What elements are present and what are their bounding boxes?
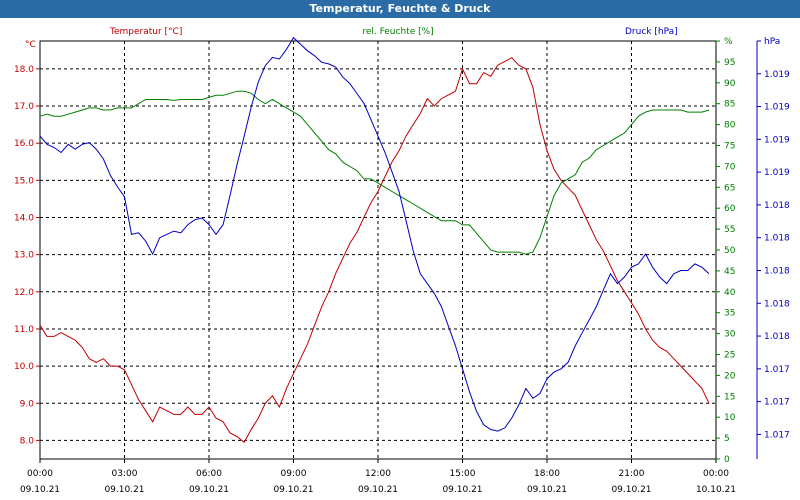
temperature-tick-label: 13.0 <box>14 251 34 261</box>
x-tick-time: 00:00 <box>703 469 729 479</box>
pressure-tick-label: 1.019 <box>764 103 790 113</box>
pressure-tick-label: 1.018 <box>764 234 790 244</box>
humidity-tick-label: 70 <box>724 162 736 172</box>
x-tick-date: 09.10.21 <box>358 485 398 495</box>
temperature-tick-label: 17.0 <box>14 102 34 112</box>
pressure-tick-label: 1.017 <box>764 398 790 408</box>
temperature-tick-label: 16.0 <box>14 139 34 149</box>
humidity-tick-label: 85 <box>724 100 735 110</box>
humidity-tick-label: 45 <box>724 267 735 277</box>
temperature-tick-label: 9.0 <box>20 399 35 409</box>
x-tick-time: 00:00 <box>27 469 53 479</box>
humidity-tick-label: 55 <box>724 225 735 235</box>
x-tick-time: 21:00 <box>619 469 645 479</box>
humidity-series-line <box>39 90 710 255</box>
x-tick-date: 09.10.21 <box>273 485 313 495</box>
humidity-tick-label: 80 <box>724 121 736 131</box>
temperature-unit-label: °C <box>25 40 36 50</box>
temperature-tick-label: 18.0 <box>14 65 34 75</box>
temperature-tick-label: 12.0 <box>14 288 34 298</box>
humidity-tick-label: 15 <box>724 392 735 402</box>
humidity-tick-label: 0 <box>724 455 730 465</box>
pressure-tick-label: 1.018 <box>764 201 790 211</box>
humidity-tick-label: 5 <box>724 434 730 444</box>
temperature-tick-label: 8.0 <box>20 436 35 446</box>
temperature-tick-label: 10.0 <box>14 362 34 372</box>
temperature-series-line <box>39 57 710 444</box>
humidity-tick-label: 30 <box>724 330 736 340</box>
humidity-tick-label: 10 <box>724 413 736 423</box>
humidity-tick-label: 90 <box>724 79 736 89</box>
x-tick-date: 10.10.21 <box>696 485 736 495</box>
temperature-tick-label: 11.0 <box>14 325 34 335</box>
x-tick-time: 06:00 <box>196 469 222 479</box>
pressure-series-line <box>39 36 710 432</box>
humidity-axis-label: rel. Feuchte [%] <box>362 27 433 37</box>
pressure-axis-label: Druck [hPa] <box>625 27 678 37</box>
pressure-tick-label: 1.018 <box>764 266 790 276</box>
x-tick-date: 09.10.21 <box>20 485 60 495</box>
x-tick-time: 03:00 <box>112 469 138 479</box>
humidity-tick-label: 75 <box>724 142 735 152</box>
humidity-tick-label: 60 <box>724 204 736 214</box>
humidity-tick-label: 50 <box>724 246 736 256</box>
pressure-tick-label: 1.018 <box>764 299 790 309</box>
pressure-tick-label: 1.019 <box>764 70 790 80</box>
temperature-axis-label: Temperatur [°C] <box>109 27 182 37</box>
pressure-tick-label: 1.019 <box>764 168 790 178</box>
x-tick-time: 09:00 <box>281 469 307 479</box>
pressure-tick-label: 1.017 <box>764 430 790 440</box>
pressure-tick-label: 1.017 <box>764 365 790 375</box>
x-tick-time: 15:00 <box>450 469 476 479</box>
series-layer <box>39 36 710 444</box>
x-tick-time: 12:00 <box>365 469 391 479</box>
pressure-tick-label: hPa <box>764 37 780 47</box>
x-tick-date: 09.10.21 <box>104 485 144 495</box>
axes-layer: 00:00 09.10.21 03:00 09.10.21 06:00 09.10.21 0… <box>14 37 790 495</box>
grid <box>40 41 716 459</box>
temperature-tick-label: 15.0 <box>14 176 34 186</box>
humidity-tick-label: 40 <box>724 288 736 298</box>
pressure-tick-label: 1.019 <box>764 135 790 145</box>
temperature-tick-label: 14.0 <box>14 213 34 223</box>
humidity-tick-label: 20 <box>724 371 736 381</box>
x-tick-time: 18:00 <box>534 469 560 479</box>
pressure-tick-label: 1.018 <box>764 332 790 342</box>
humidity-tick-label: 35 <box>724 309 735 319</box>
x-tick-date: 09.10.21 <box>189 485 229 495</box>
x-tick-date: 09.10.21 <box>611 485 651 495</box>
humidity-tick-label: % <box>724 37 733 47</box>
chart-title: Temperatur, Feuchte & Druck <box>0 0 800 18</box>
x-tick-date: 09.10.21 <box>442 485 482 495</box>
humidity-tick-label: 65 <box>724 183 735 193</box>
x-tick-date: 09.10.21 <box>527 485 567 495</box>
humidity-tick-label: 95 <box>724 58 735 68</box>
humidity-tick-label: 25 <box>724 351 735 361</box>
